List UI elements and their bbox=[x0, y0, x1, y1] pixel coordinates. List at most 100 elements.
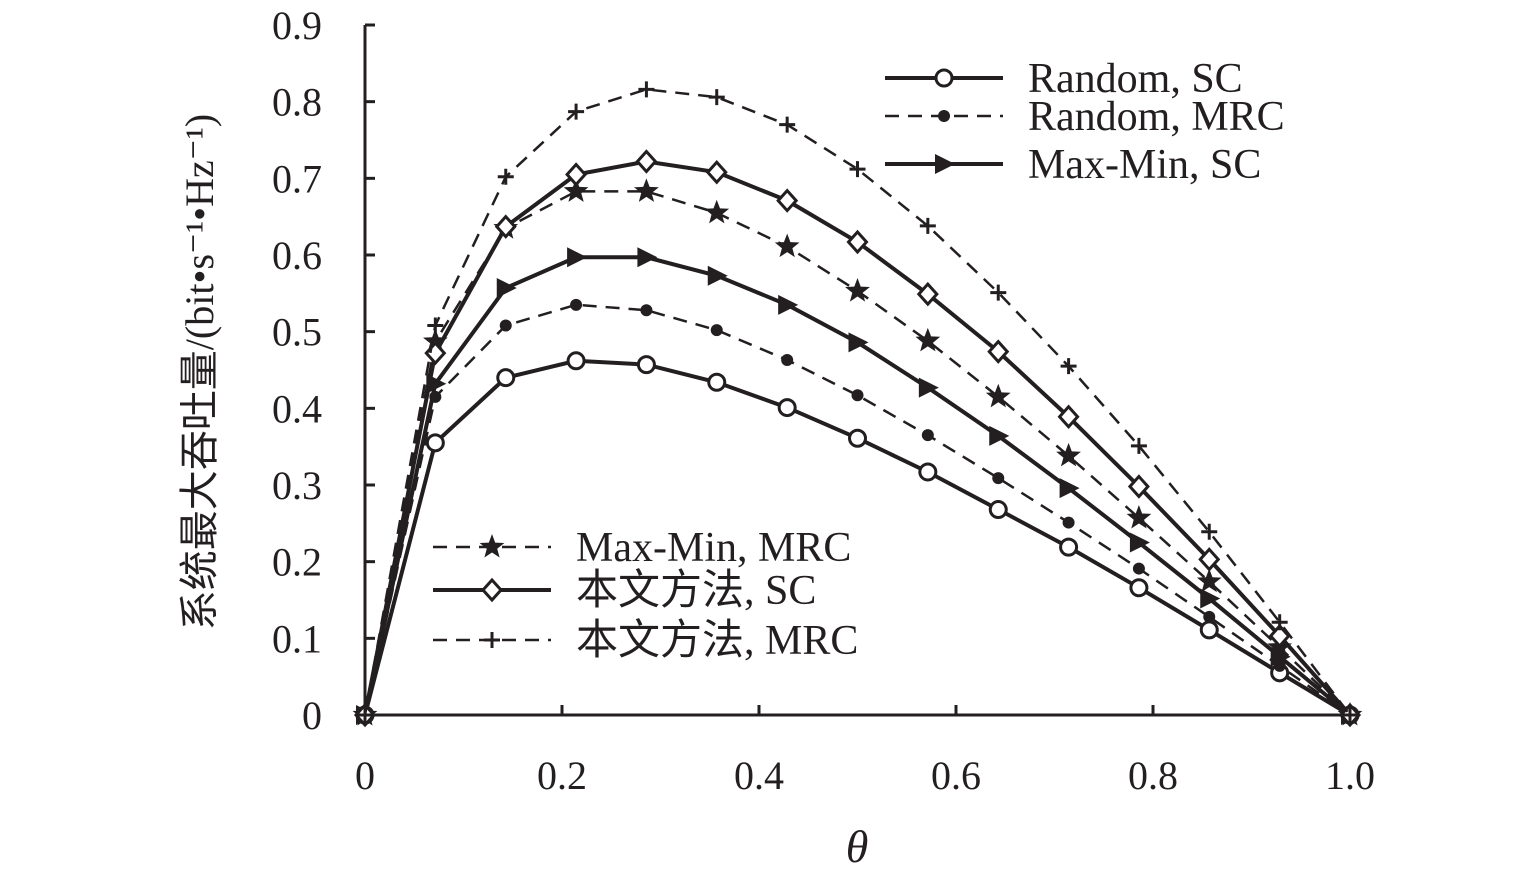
data-point bbox=[921, 429, 934, 442]
data-point bbox=[776, 188, 799, 213]
data-point bbox=[1271, 614, 1288, 631]
data-point bbox=[1057, 404, 1080, 430]
y-tick-label: 0.9 bbox=[272, 3, 322, 48]
data-point bbox=[704, 199, 730, 224]
data-point bbox=[1059, 537, 1079, 557]
axes bbox=[363, 25, 1350, 717]
legend-marker bbox=[480, 577, 504, 603]
x-tick-label: 1.0 bbox=[1325, 753, 1375, 798]
legend-marker bbox=[479, 534, 505, 558]
data-point bbox=[423, 328, 448, 353]
data-point bbox=[424, 340, 447, 366]
y-tick-label: 0 bbox=[302, 693, 322, 738]
y-tick-label: 0.3 bbox=[272, 463, 322, 508]
data-point bbox=[496, 368, 516, 388]
legend-entry: Max-Min, MRC bbox=[433, 525, 851, 571]
data-point bbox=[1129, 578, 1149, 598]
data-point bbox=[496, 277, 517, 298]
data-point bbox=[1127, 474, 1150, 499]
data-point bbox=[568, 103, 585, 120]
data-point bbox=[499, 319, 512, 332]
data-point bbox=[987, 339, 1010, 364]
data-point bbox=[1060, 358, 1077, 375]
legend-entry: 本文方法, SC bbox=[433, 567, 816, 614]
data-point bbox=[1203, 610, 1216, 623]
data-point bbox=[427, 317, 444, 334]
data-point bbox=[849, 161, 866, 178]
data-point bbox=[848, 428, 867, 448]
data-point bbox=[1129, 532, 1150, 553]
legend-label: Random, SC bbox=[1028, 56, 1243, 102]
series-line bbox=[363, 88, 1351, 716]
tick-marks bbox=[363, 23, 1352, 717]
data-point bbox=[707, 265, 728, 286]
legend-marker bbox=[934, 68, 954, 88]
legend-label: Random, MRC bbox=[1028, 94, 1285, 140]
legend-entry: Random, SC bbox=[885, 56, 1243, 102]
data-point bbox=[848, 332, 869, 353]
y-tick-label: 0.5 bbox=[272, 310, 322, 355]
legend-label: Max-Min, MRC bbox=[576, 525, 851, 571]
data-point bbox=[1198, 547, 1221, 572]
data-point bbox=[640, 304, 653, 317]
series-random-sc bbox=[355, 351, 1360, 725]
data-point bbox=[989, 425, 1010, 446]
data-point bbox=[845, 278, 870, 302]
data-point bbox=[918, 462, 938, 482]
data-point bbox=[915, 327, 941, 352]
data-point bbox=[707, 372, 727, 392]
data-point bbox=[988, 500, 1008, 520]
data-point bbox=[916, 281, 939, 307]
legend-label: Max-Min, SC bbox=[1028, 142, 1261, 188]
data-point bbox=[494, 214, 517, 239]
data-point bbox=[774, 233, 800, 258]
series-layer bbox=[352, 81, 1363, 728]
data-point bbox=[1059, 478, 1080, 499]
data-point bbox=[846, 229, 869, 255]
data-point bbox=[1342, 707, 1358, 723]
data-point bbox=[778, 294, 799, 315]
legend-marker bbox=[938, 110, 950, 122]
y-tick-label: 0.7 bbox=[272, 156, 322, 201]
data-point bbox=[565, 162, 588, 187]
x-tick-label: 0.6 bbox=[931, 753, 981, 798]
data-point bbox=[990, 284, 1007, 301]
data-point bbox=[710, 324, 723, 337]
y-tick-label: 0.1 bbox=[272, 616, 322, 661]
data-point bbox=[708, 89, 725, 106]
data-point bbox=[919, 217, 936, 234]
data-point bbox=[1268, 623, 1291, 649]
data-point bbox=[497, 168, 514, 185]
legend-entry: 本文方法, MRC bbox=[433, 617, 858, 664]
data-point bbox=[563, 178, 589, 202]
data-point bbox=[638, 81, 655, 98]
series-line bbox=[363, 303, 1351, 717]
legend-marker bbox=[484, 632, 500, 648]
data-point bbox=[570, 298, 583, 311]
data-point bbox=[1062, 516, 1075, 529]
y-tick-label: 0.4 bbox=[272, 386, 322, 431]
data-point bbox=[781, 354, 794, 367]
data-point bbox=[1126, 505, 1152, 529]
data-point bbox=[918, 377, 939, 398]
data-point bbox=[985, 383, 1011, 408]
data-point bbox=[1199, 620, 1219, 640]
data-point bbox=[637, 247, 658, 268]
data-point bbox=[425, 433, 445, 453]
series-sc bbox=[353, 149, 1362, 728]
legend-label: 本文方法, MRC bbox=[576, 617, 858, 664]
data-point bbox=[567, 247, 588, 268]
data-point bbox=[634, 178, 659, 202]
data-point bbox=[992, 472, 1005, 485]
series-mrc bbox=[357, 81, 1358, 723]
data-point bbox=[851, 389, 864, 402]
y-tick-label: 0.8 bbox=[272, 80, 322, 125]
tick-labels: 0 0.2 0.4 0.6 0.8 1.0 0 0.1 0.2 0.3 0.4 0.5 0.6 0.7 0.… bbox=[272, 3, 1375, 798]
legend-entry: Max-Min, SC bbox=[885, 142, 1261, 188]
data-point bbox=[635, 149, 658, 174]
data-point bbox=[1196, 568, 1222, 593]
